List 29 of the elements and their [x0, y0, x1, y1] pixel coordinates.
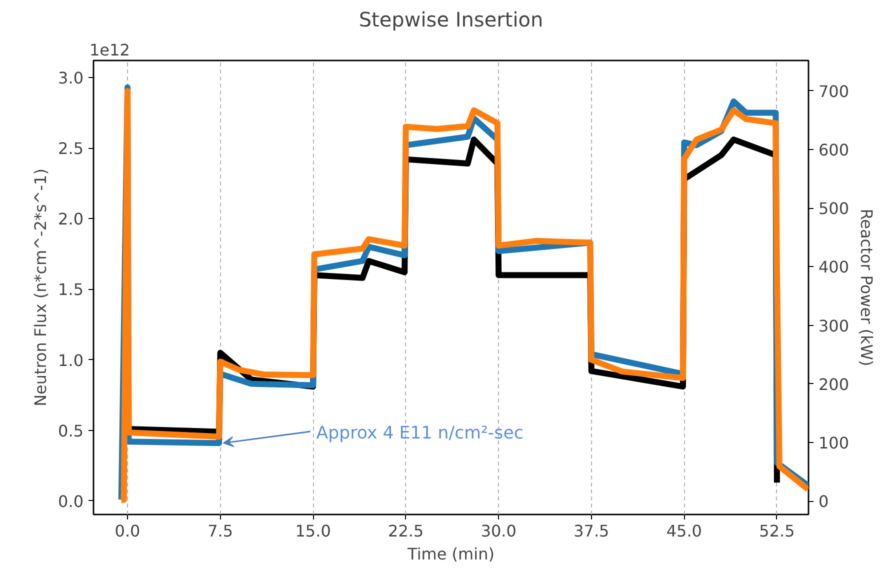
y-tick-label: 2.0	[58, 210, 84, 229]
text: 1e12	[90, 40, 130, 60]
x-tick-label: 30.0	[480, 522, 516, 540]
x-tick-label: 15.0	[295, 522, 331, 540]
x-tick-label: 45.0	[666, 522, 702, 540]
x-tick-label: 37.5	[574, 522, 610, 540]
x-tick-label: 22.5	[388, 522, 424, 540]
annotation: Approx 4 E11 n/cm²-sec	[316, 424, 524, 444]
y2-axis-title: Reactor Power (kW)	[857, 208, 876, 366]
y2-tick-label: 700	[818, 82, 850, 101]
y-tick-label: 0.5	[58, 421, 84, 440]
chart-title: Stepwise Insertion	[358, 8, 544, 32]
y-tick-label: 3.0	[58, 68, 84, 88]
y2-tick-label: 200	[818, 374, 850, 394]
y-tick-label: 1.5	[58, 280, 84, 300]
y2-tick-label: 100	[818, 433, 850, 452]
x-tick-label: 0.0	[114, 522, 140, 540]
y-axis-title: Neutron Flux (n*cm^-2*s^-1)	[31, 168, 50, 406]
x-axis-title: Time (min)	[406, 544, 494, 564]
y-tick-label: 0.0	[58, 492, 84, 511]
y2-tick-label: 400	[818, 258, 850, 277]
y2-tick-label: 600	[818, 140, 850, 160]
x-tick-label: 7.5	[208, 522, 234, 540]
y2-tick-label: 300	[818, 316, 850, 336]
y-tick-label: 1.0	[58, 350, 84, 370]
y2-tick-label: 500	[818, 199, 850, 218]
y-tick-label: 2.5	[58, 139, 84, 158]
y2-tick-label: 0	[818, 492, 829, 512]
x-tick-label: 52.5	[759, 522, 795, 540]
